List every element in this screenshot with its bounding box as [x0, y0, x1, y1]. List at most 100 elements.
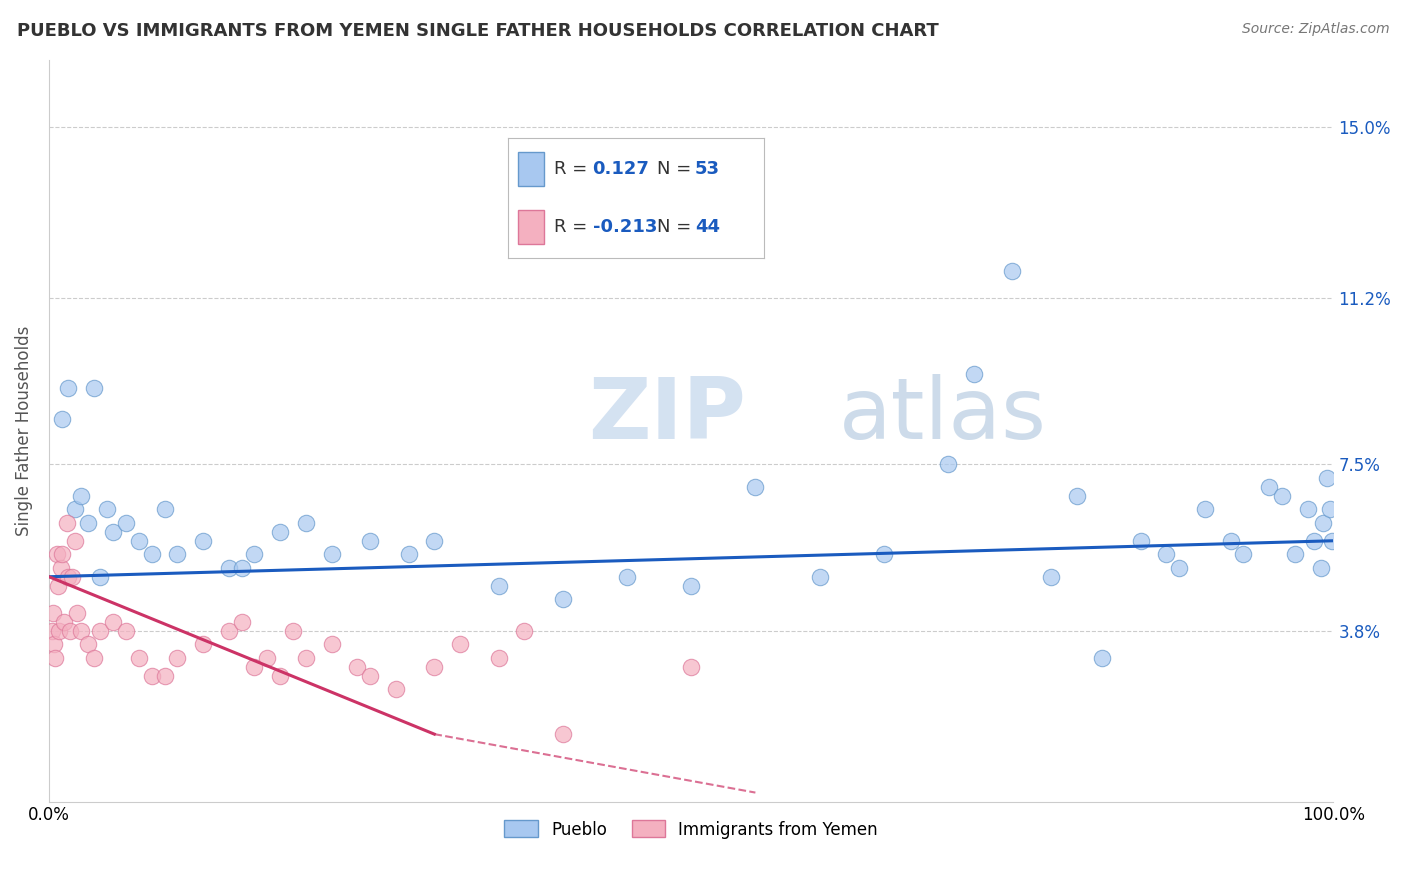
Point	[141, 668, 163, 682]
Point	[1284, 547, 1306, 561]
Point	[89, 570, 111, 584]
Text: PUEBLO VS IMMIGRANTS FROM YEMEN SINGLE FATHER HOUSEHOLDS CORRELATION CHART: PUEBLO VS IMMIGRANTS FROM YEMEN SINGLE F…	[17, 22, 939, 40]
Point	[44, 650, 66, 665]
Point	[346, 659, 368, 673]
Point	[231, 560, 253, 574]
Text: Source: ZipAtlas.com: Source: ZipAtlas.com	[1241, 22, 1389, 37]
Point	[808, 570, 831, 584]
Text: N =: N =	[657, 218, 696, 235]
Point	[76, 637, 98, 651]
Point	[218, 560, 240, 574]
Point	[1039, 570, 1062, 584]
Point	[359, 668, 381, 682]
Point	[681, 659, 703, 673]
Point	[166, 547, 188, 561]
Point	[423, 533, 446, 548]
Point	[1156, 547, 1178, 561]
Point	[321, 547, 343, 561]
Point	[488, 650, 510, 665]
Point	[449, 637, 471, 651]
Point	[218, 624, 240, 638]
Point	[153, 668, 176, 682]
Point	[936, 458, 959, 472]
Point	[89, 624, 111, 638]
Point	[60, 570, 83, 584]
Point	[58, 381, 80, 395]
FancyBboxPatch shape	[519, 211, 544, 244]
Point	[423, 659, 446, 673]
Point	[744, 480, 766, 494]
Point	[58, 624, 80, 638]
Point	[1091, 650, 1114, 665]
Point	[1258, 480, 1281, 494]
Point	[269, 524, 291, 539]
Point	[66, 606, 89, 620]
Text: 44: 44	[695, 218, 720, 235]
Point	[1232, 547, 1254, 561]
Point	[1129, 533, 1152, 548]
Text: N =: N =	[657, 160, 696, 178]
Point	[49, 560, 72, 574]
Point	[1320, 533, 1343, 548]
Point	[103, 615, 125, 629]
Text: R =: R =	[554, 218, 593, 235]
Point	[295, 650, 318, 665]
Point	[963, 368, 986, 382]
Point	[1319, 502, 1341, 516]
Point	[256, 650, 278, 665]
Point	[70, 624, 93, 638]
Legend: Pueblo, Immigrants from Yemen: Pueblo, Immigrants from Yemen	[498, 814, 884, 846]
Point	[83, 650, 105, 665]
Point	[1168, 560, 1191, 574]
Text: atlas: atlas	[839, 375, 1047, 458]
Point	[63, 533, 86, 548]
Point	[128, 650, 150, 665]
Point	[231, 615, 253, 629]
Point	[321, 637, 343, 651]
Point	[141, 547, 163, 561]
Point	[1303, 533, 1326, 548]
Point	[191, 533, 214, 548]
Point	[45, 547, 67, 561]
Point	[616, 570, 638, 584]
Point	[115, 516, 138, 530]
Point	[551, 727, 574, 741]
Point	[63, 502, 86, 516]
Point	[873, 547, 896, 561]
Point	[488, 579, 510, 593]
Point	[48, 624, 70, 638]
Point	[166, 650, 188, 665]
Text: 0.127: 0.127	[592, 160, 650, 178]
Point	[1219, 533, 1241, 548]
Point	[51, 547, 73, 561]
Point	[1309, 560, 1331, 574]
Point	[1271, 489, 1294, 503]
Point	[96, 502, 118, 516]
Point	[295, 516, 318, 530]
Point	[53, 615, 76, 629]
Point	[1296, 502, 1319, 516]
Point	[191, 637, 214, 651]
Text: -0.213: -0.213	[592, 218, 657, 235]
Point	[42, 637, 65, 651]
Point	[83, 381, 105, 395]
Point	[56, 516, 79, 530]
Point	[681, 579, 703, 593]
Point	[103, 524, 125, 539]
Point	[359, 533, 381, 548]
Point	[153, 502, 176, 516]
Text: 53: 53	[695, 160, 720, 178]
Point	[76, 516, 98, 530]
Point	[51, 412, 73, 426]
Point	[398, 547, 420, 561]
Point	[269, 668, 291, 682]
Point	[128, 533, 150, 548]
Point	[1066, 489, 1088, 503]
Point	[1312, 516, 1334, 530]
Point	[1194, 502, 1216, 516]
Point	[58, 570, 80, 584]
Text: R =: R =	[554, 160, 593, 178]
Point	[281, 624, 304, 638]
Point	[384, 682, 406, 697]
Point	[551, 592, 574, 607]
